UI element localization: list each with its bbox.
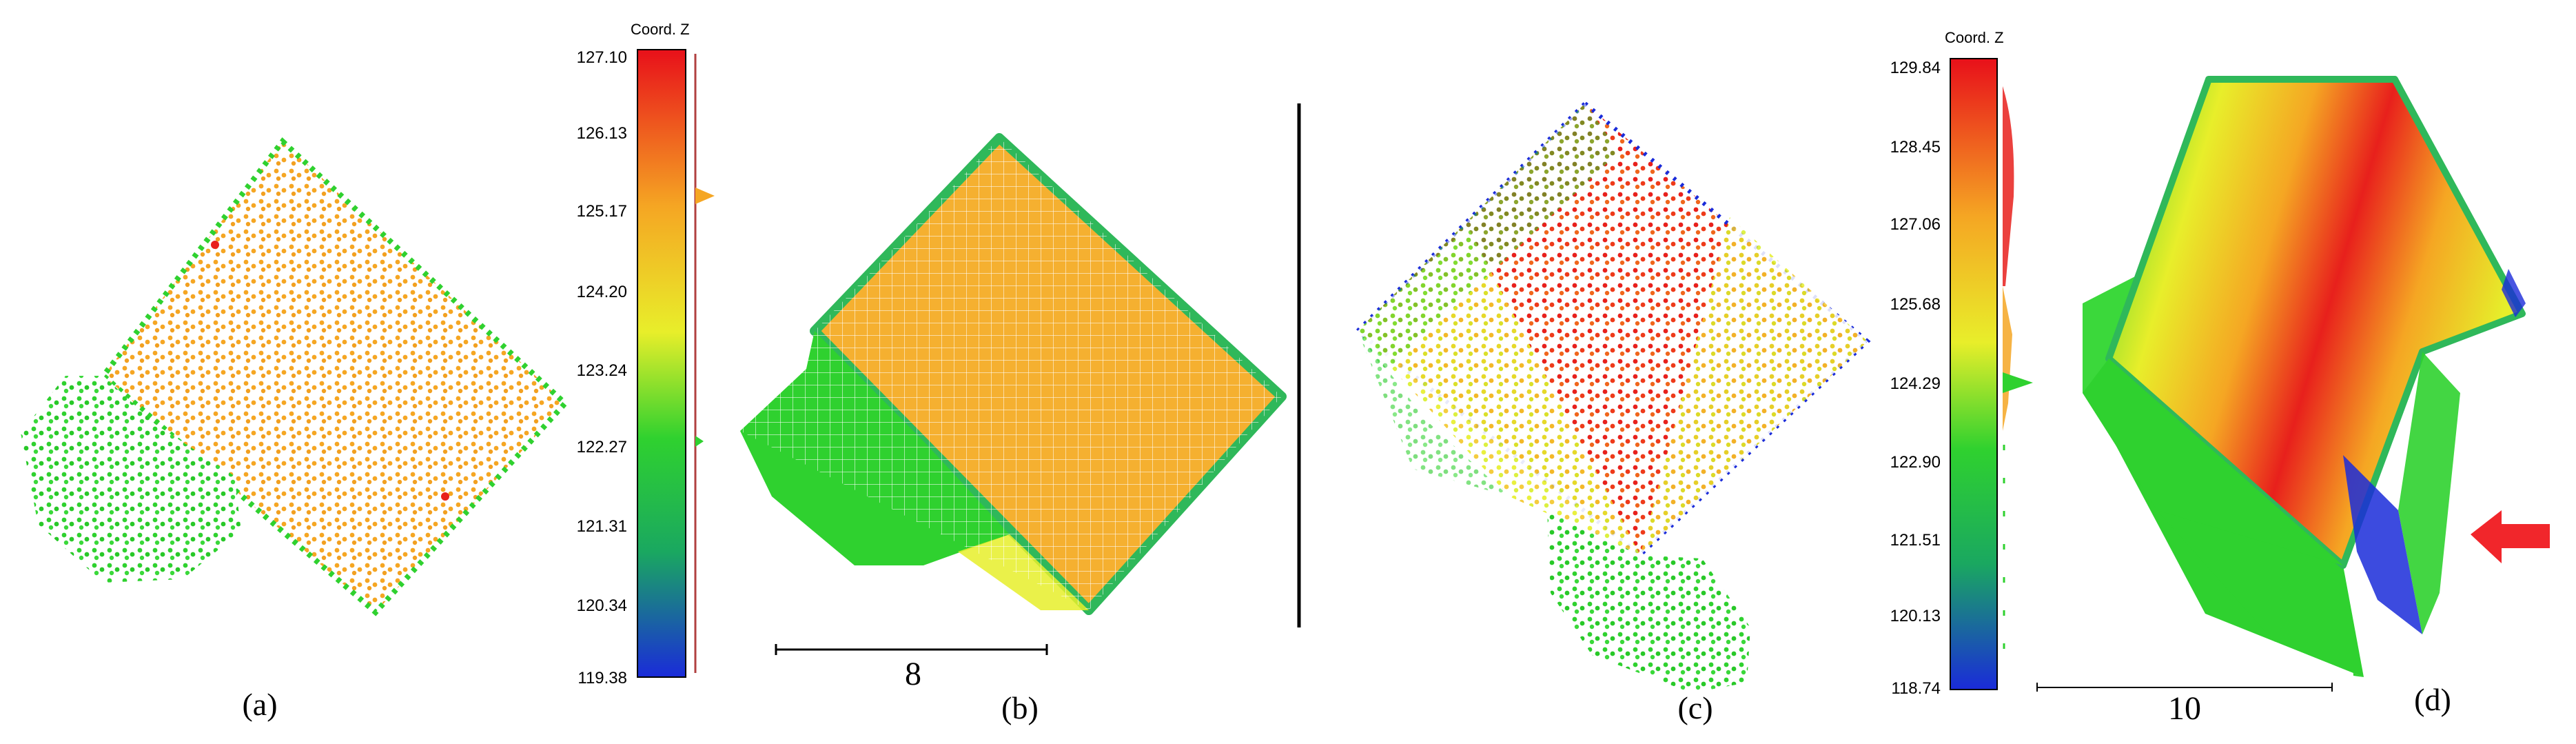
colorbar-left-tick: 119.38 [577, 669, 627, 687]
colorbar-left-tick: 125.17 [576, 202, 627, 221]
panel-a-label: (a) [242, 687, 278, 722]
panel-b-scale-label: 8 [905, 656, 921, 692]
colorbar-right-tick: 122.90 [1890, 453, 1941, 472]
panel-c-ground-points [1547, 510, 1750, 693]
panel-b-label: (b) [1001, 690, 1039, 725]
colorbar-right-tick: 124.29 [1890, 374, 1941, 393]
colorbar-right-tick: 128.45 [1890, 138, 1941, 157]
panel-a-red-point [211, 241, 219, 249]
colorbar-left-tick: 122.27 [576, 438, 627, 456]
colorbar-left-tick: 121.31 [576, 517, 627, 536]
colorbar-left-tick: 123.24 [576, 361, 627, 380]
colorbar-right-tick: 127.06 [1890, 215, 1941, 234]
colorbar-right-tick: 125.68 [1890, 295, 1941, 314]
colorbar-left [637, 49, 715, 678]
colorbar-right-title: Coord. Z [1945, 29, 2004, 46]
colorbar-left-marker [695, 188, 715, 204]
panel-d-occlusion-blue [2343, 455, 2422, 634]
colorbar-left-tick: 120.34 [576, 596, 627, 615]
colorbar-left-title: Coord. Z [631, 21, 690, 38]
colorbar-right-tick: 129.84 [1890, 59, 1941, 77]
colorbar-right-histogram [2003, 86, 2014, 286]
panel-c-label: (c) [1677, 690, 1713, 725]
panel-c-point-cloud [1354, 100, 1871, 693]
colorbar-left-tick: 124.20 [576, 283, 627, 301]
colorbar-right-marker [2003, 372, 2033, 393]
panel-b-raster [740, 133, 1287, 615]
colorbar-right [1950, 58, 2033, 690]
panel-d-3d-model [2083, 76, 2526, 677]
panel-a-roof-points [99, 137, 569, 616]
colorbar-left-tick: 126.13 [576, 124, 627, 143]
panel-b-scale-bar [775, 644, 1048, 655]
panel-d-scale-label: 10 [2168, 690, 2201, 727]
panel-a-point-cloud [21, 137, 569, 616]
colorbar-right-tick: 118.74 [1891, 679, 1941, 698]
panel-d-label: (d) [2414, 682, 2451, 717]
panel-d-scale-bar [2036, 683, 2333, 692]
panel-divider [1297, 103, 1301, 627]
panel-a-red-point [441, 492, 449, 501]
colorbar-right-tick: 121.51 [1890, 531, 1941, 550]
panel-a-ground-points [21, 376, 241, 583]
colorbar-left-tick: 127.10 [576, 48, 627, 67]
colorbar-right-tick: 120.13 [1890, 607, 1941, 625]
red-arrow-icon [2471, 510, 2550, 563]
